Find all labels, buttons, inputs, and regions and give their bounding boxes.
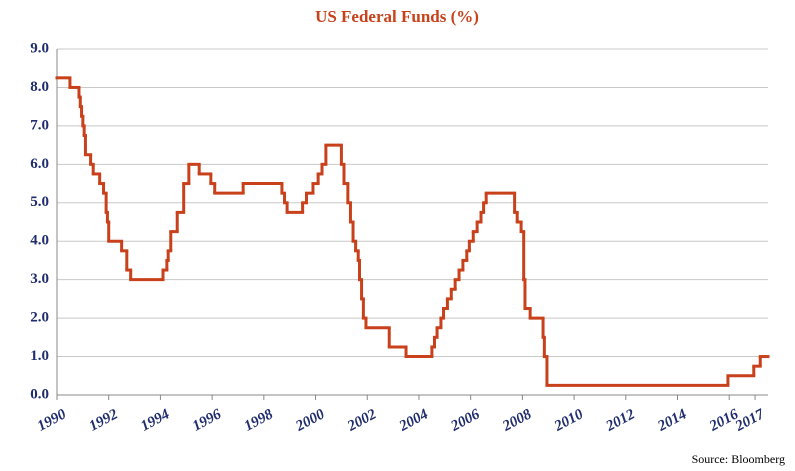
y-tick-label: 7.0	[30, 117, 49, 133]
x-tick-label: 1992	[87, 406, 121, 434]
source-note: Source: Bloomberg	[692, 452, 785, 466]
y-tick-label: 1.0	[30, 348, 49, 364]
x-tick-label: 2002	[344, 406, 379, 435]
x-tick-label: 2010	[551, 406, 586, 435]
y-tick-label: 2.0	[30, 310, 49, 326]
y-tick-label: 0.0	[30, 386, 49, 402]
chart-title: US Federal Funds (%)	[315, 7, 479, 26]
x-tick-label: 1996	[190, 406, 224, 434]
x-tick-label: 2000	[293, 406, 328, 435]
x-tick-label: 2017	[732, 406, 767, 435]
y-tick-label: 8.0	[30, 79, 49, 95]
y-tick-label: 6.0	[30, 156, 49, 172]
x-tick-label: 1994	[138, 406, 172, 434]
y-tick-label: 5.0	[30, 194, 49, 210]
x-tick-label: 1998	[242, 406, 276, 434]
x-tick-label: 2012	[603, 406, 638, 435]
x-tick-label: 1990	[35, 406, 69, 434]
x-tick-label: 2008	[499, 406, 534, 435]
y-tick-label: 9.0	[30, 40, 49, 56]
x-tick-label: 2004	[396, 406, 431, 435]
x-tick-label: 2006	[448, 406, 483, 435]
y-tick-label: 4.0	[30, 233, 49, 249]
x-tick-label: 2014	[655, 406, 690, 435]
y-tick-label: 3.0	[30, 271, 49, 287]
